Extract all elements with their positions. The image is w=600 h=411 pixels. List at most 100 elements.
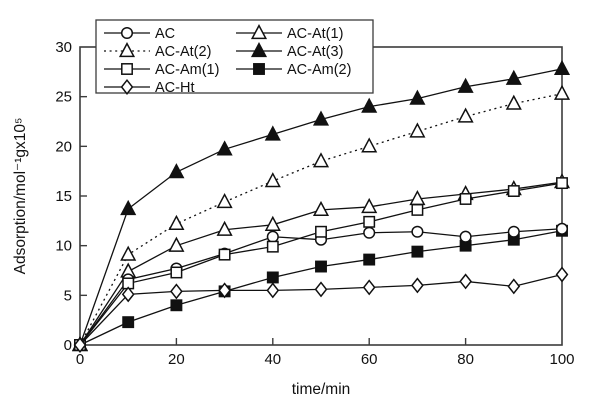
series-ac-ht-diamond-marker — [362, 279, 376, 296]
x-tick-label: 20 — [168, 351, 185, 368]
legend-item-ac-at-3: AC-At(3) — [236, 42, 343, 60]
series-ac-circle-marker — [507, 225, 520, 238]
series-ac-at-1-triangle-marker — [312, 200, 330, 217]
series-ac-am-1 — [74, 177, 568, 351]
series-ac-am-1-square-marker — [363, 215, 376, 228]
series-ac-ht-diamond-marker — [73, 336, 87, 354]
series-ac-at-2-triangle-marker — [168, 214, 185, 230]
series-ac-at-3-triangle-marker — [264, 125, 281, 141]
series-ac-at-3-triangle-marker — [361, 97, 378, 113]
legend-item-ac-am-2-label: AC-Am(2) — [287, 62, 351, 78]
series-ac-at-3-triangle-marker — [409, 89, 426, 105]
series-ac-at-2-triangle-marker — [553, 84, 571, 100]
series-ac-am-2-square-marker — [315, 260, 327, 273]
legend-item-ac-circle-marker — [120, 26, 134, 40]
series-ac-ht-diamond-marker — [121, 286, 135, 303]
series-ac-at-3-triangle-marker — [553, 59, 571, 76]
series-ac-at-2 — [71, 84, 571, 352]
legend-item-ac-am-2-square-marker — [253, 63, 265, 75]
x-tick-label: 80 — [457, 351, 474, 368]
series-ac-at-3-triangle-marker — [168, 163, 185, 179]
x-axis-title: time/min — [292, 381, 351, 398]
series-ac-at-2-triangle-marker — [120, 245, 137, 261]
legend-item-ac-ht-label: AC-Ht — [155, 80, 194, 96]
series-ac-at-2-triangle-marker — [361, 137, 378, 153]
legend-item-ac-am-2: AC-Am(2) — [236, 62, 351, 78]
series-ac — [73, 222, 569, 352]
series-ac-am-1-square-marker — [218, 248, 231, 261]
legend-item-ac-at-1: AC-At(1) — [236, 24, 343, 42]
series-ac-am-2-square-marker — [170, 299, 183, 312]
legend-item-ac-am-1-square-marker — [121, 63, 133, 75]
series-ac-am-1-square-marker — [459, 193, 472, 205]
y-tick-label: 20 — [55, 138, 72, 155]
legend-item-ac-at-2-triangle-marker — [118, 42, 136, 58]
series-ac-ht-diamond-marker — [314, 281, 328, 298]
series-ac-at-2-triangle-marker — [216, 192, 233, 209]
series-ac-circle-marker — [266, 230, 279, 243]
legend-item-ac-at-3-label: AC-At(3) — [287, 44, 343, 60]
legend-box — [95, 19, 374, 94]
series-ac-am-1-square-marker — [170, 266, 183, 279]
legend-item-ac-at-2: AC-At(2) — [104, 42, 211, 60]
series-ac-at-3-triangle-marker — [216, 140, 233, 156]
x-tick-label: 100 — [549, 351, 574, 368]
y-tick-label: 30 — [55, 39, 72, 56]
series-ac-ht-diamond-marker — [218, 282, 231, 299]
series-ac-at-1-triangle-marker — [264, 215, 281, 231]
y-axis-title: Adsorption/mol⁻¹gx10⁵ — [12, 118, 29, 275]
series-ac-ht — [73, 266, 569, 354]
series-ac-at-1-triangle-marker — [361, 197, 378, 214]
series-ac-ht-diamond-marker — [507, 278, 521, 295]
series-ac-at-2-triangle-marker — [457, 107, 474, 123]
series-ac-circle-marker — [555, 222, 569, 235]
series-ac-at-2-line — [79, 93, 563, 346]
data-series-layer — [71, 59, 571, 354]
series-ac-am-2-square-marker — [266, 271, 279, 284]
legend-item-ac-ht: AC-Ht — [104, 78, 194, 96]
series-ac-ht-diamond-marker — [266, 282, 280, 299]
series-ac-at-2-triangle-marker — [312, 152, 330, 168]
series-ac-am-2-square-marker — [363, 253, 376, 266]
series-ac-ht-diamond-marker — [459, 273, 472, 290]
series-ac-at-3-triangle-marker — [505, 69, 522, 85]
series-ac-ht-diamond-marker — [170, 283, 183, 300]
x-tick-label: 40 — [264, 351, 281, 368]
series-ac-at-3-triangle-marker — [120, 199, 137, 216]
legend-item-ac-ht-diamond-marker — [120, 78, 134, 96]
y-tick-label: 5 — [64, 287, 72, 304]
x-tick-label: 0 — [76, 351, 84, 368]
series-ac-am-1-square-marker — [556, 177, 568, 190]
series-ac-circle-marker — [459, 230, 472, 243]
series-ac-at-3-triangle-marker — [457, 77, 474, 93]
legend-item-ac-am-1-label: AC-Am(1) — [155, 62, 219, 78]
legend-item-ac-at-1-label: AC-At(1) — [287, 26, 343, 42]
x-tick-label: 60 — [361, 351, 378, 368]
axes: 0 20 40 60 80 100 0 5 10 15 20 25 30 — [55, 39, 574, 368]
series-ac-at-2-triangle-marker — [264, 172, 281, 188]
series-ac-at-1-triangle-marker — [168, 236, 185, 252]
series-ac-at-2-triangle-marker — [409, 122, 426, 138]
series-ac-circle-marker — [411, 225, 424, 238]
legend-item-ac-at-2-label: AC-At(2) — [155, 44, 211, 60]
legend-item-ac-label: AC — [155, 26, 175, 42]
series-ac-circle-marker — [363, 226, 376, 239]
series-ac-am-1-square-marker — [266, 240, 279, 253]
legend: AC AC-At(2) AC-Am(1) AC-Ht AC-At(1) AC-At(3) A… — [95, 19, 374, 96]
series-ac-at-2-triangle-marker — [505, 94, 522, 110]
series-ac-at-3-triangle-marker — [312, 110, 330, 126]
series-ac-am-2-square-marker — [122, 316, 135, 329]
legend-item-ac-at-3-triangle-marker — [250, 42, 268, 58]
y-tick-label: 15 — [55, 188, 72, 205]
legend-item-ac-am-1: AC-Am(1) — [104, 62, 219, 78]
series-ac-am-2-square-marker — [411, 245, 424, 258]
y-tick-label: 0 — [64, 337, 72, 354]
series-ac-ht-diamond-marker — [411, 277, 424, 294]
series-ac-am-1-square-marker — [507, 185, 520, 197]
legend-item-ac: AC — [104, 26, 175, 42]
series-ac-am-1-square-marker — [315, 225, 327, 238]
series-ac-am-1-square-marker — [411, 203, 424, 216]
series-ac-ht-diamond-marker — [555, 266, 569, 283]
